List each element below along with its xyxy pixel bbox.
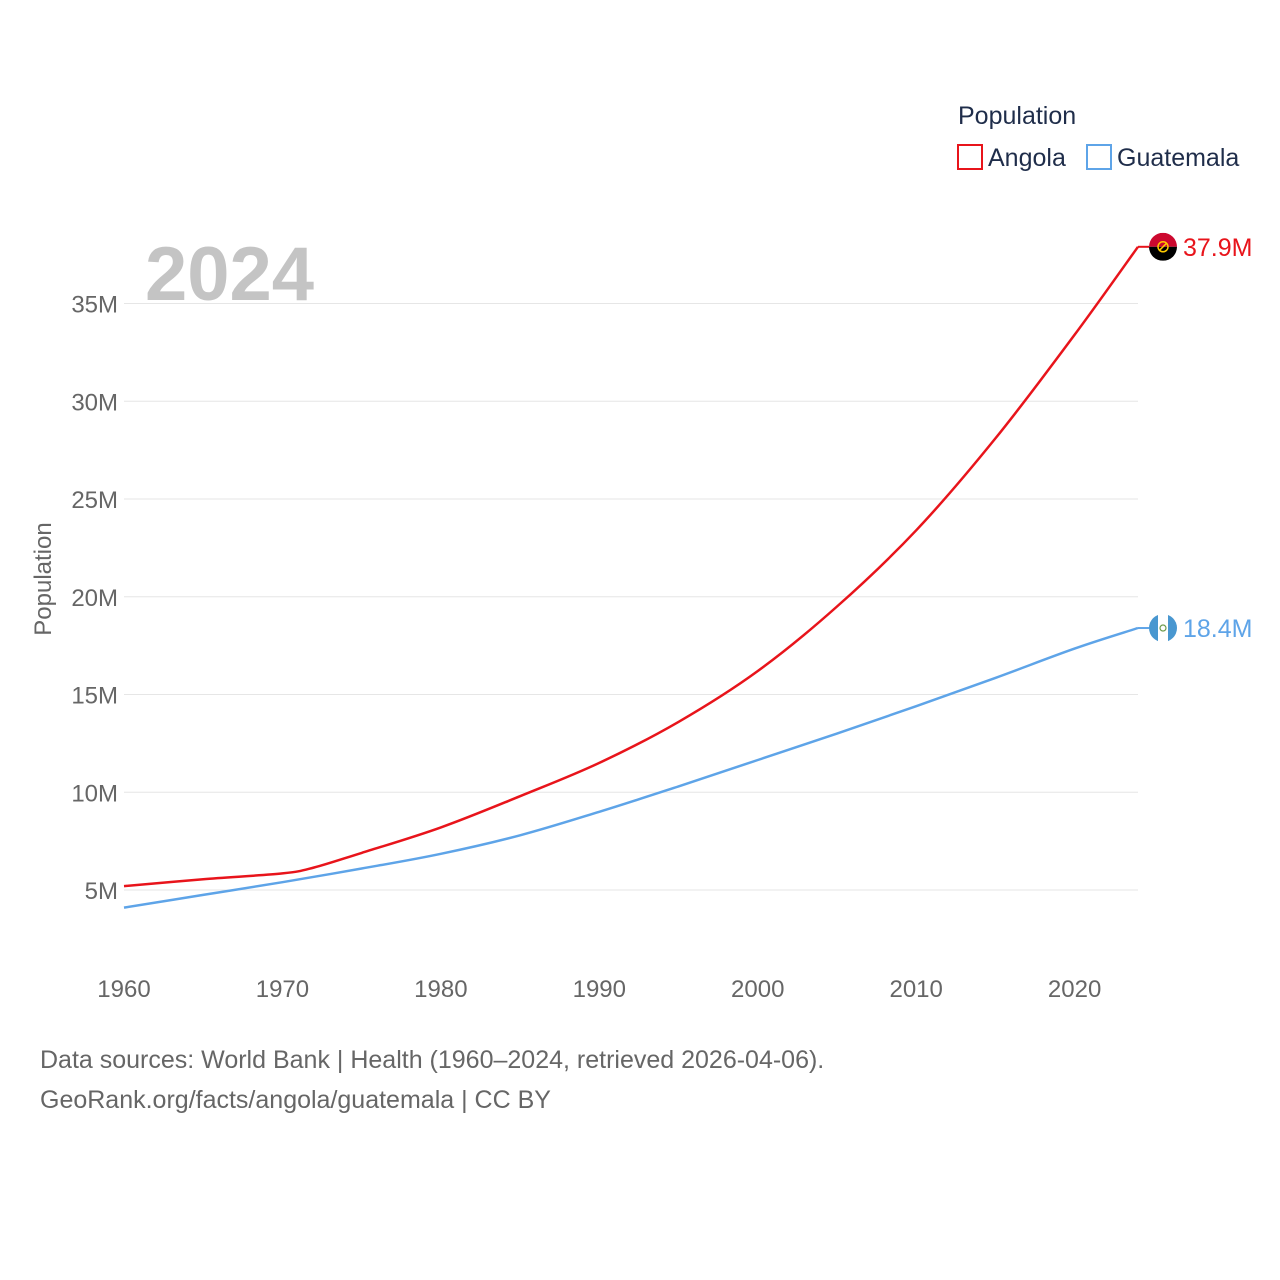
series-lines — [123, 246, 1140, 909]
x-tick-label: 1980 — [414, 976, 467, 1003]
y-tick-label: 25M — [71, 487, 118, 514]
legend-item-guatemala[interactable]: Guatemala — [1086, 144, 1239, 172]
y-axis-title: Population — [30, 522, 57, 635]
y-axis-ticks: 5M 10M 15M 20M 25M 30M 35M — [71, 292, 118, 906]
legend-title: Population — [958, 102, 1076, 130]
x-tick-label: 2010 — [889, 976, 942, 1003]
series-line-guatemala — [123, 626, 1139, 909]
end-value-label-angola: 37.9M — [1183, 234, 1252, 262]
y-tick-label: 30M — [71, 389, 118, 416]
y-tick-label: 20M — [71, 585, 118, 612]
x-tick-label: 2020 — [1048, 976, 1101, 1003]
y-tick-label: 15M — [71, 683, 118, 710]
x-axis-ticks: 1960 1970 1980 1990 2000 2010 2020 — [97, 976, 1101, 1003]
gridlines — [124, 303, 1138, 891]
legend-item-angola[interactable]: Angola — [957, 144, 1066, 172]
series-end-markers: 37.9M 18.4M — [1138, 232, 1252, 643]
x-tick-label: 2000 — [731, 976, 784, 1003]
current-year-label: 2024 — [145, 232, 314, 317]
data-sources-text: Data sources: World Bank | Health (1960–… — [40, 1046, 825, 1074]
x-tick-label: 1990 — [573, 976, 626, 1003]
x-tick-label: 1970 — [256, 976, 309, 1003]
legend-swatch-guatemala — [1086, 144, 1112, 170]
legend-label-angola: Angola — [988, 144, 1066, 172]
series-line-angola — [123, 246, 1140, 888]
end-value-label-guatemala: 18.4M — [1183, 615, 1252, 643]
angola-flag-icon — [1149, 232, 1177, 261]
legend: Population Angola Guatemala — [957, 102, 1239, 172]
y-tick-label: 5M — [85, 878, 118, 905]
population-line-chart: 5M 10M 15M 20M 25M 30M 35M 1960 1970 1980 1990 200… — [30, 102, 1252, 1003]
x-tick-label: 1960 — [97, 976, 150, 1003]
attribution-text: GeoRank.org/facts/angola/guatemala | CC … — [40, 1086, 551, 1114]
guatemala-flag-icon — [1149, 614, 1177, 643]
chart-footer: Data sources: World Bank | Health (1960–… — [40, 1040, 824, 1120]
legend-swatch-angola — [957, 144, 983, 170]
y-tick-label: 10M — [71, 780, 118, 807]
y-tick-label: 35M — [71, 292, 118, 319]
legend-label-guatemala: Guatemala — [1117, 144, 1239, 172]
